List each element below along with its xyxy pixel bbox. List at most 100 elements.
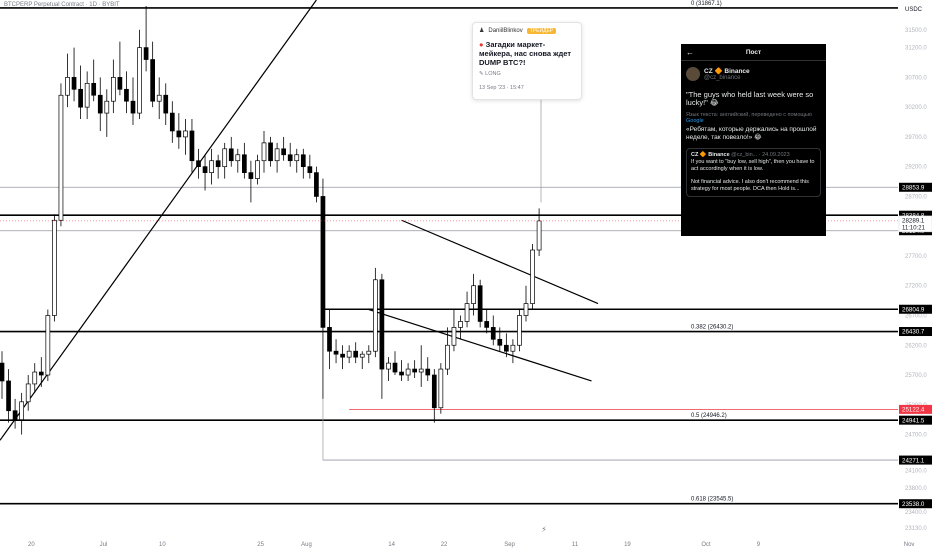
trendline — [401, 219, 599, 305]
current-price-tag-bg — [898, 215, 932, 233]
pin-icon: ● — [479, 40, 484, 49]
pencil-icon: ✎ — [479, 71, 484, 77]
candle-body — [392, 362, 398, 373]
y-tick-label: 27200.0 — [905, 284, 927, 290]
candle-body — [445, 344, 450, 370]
candle-body — [399, 371, 404, 376]
candle-body — [183, 130, 188, 138]
candle-body — [484, 321, 490, 328]
y-tick-label: 29700.0 — [905, 135, 927, 141]
candle-body — [438, 368, 444, 409]
candle-body — [228, 148, 234, 162]
lightning-icon: ⚡ — [541, 525, 547, 534]
candle-body — [38, 371, 44, 376]
translation-note: Язык текста: английский, переведено с по… — [686, 112, 812, 118]
y-tick-label: 31200.0 — [905, 46, 927, 52]
candle-body — [84, 82, 90, 108]
x-tick-label: 19 — [624, 542, 631, 548]
price-tag-bg — [899, 499, 932, 509]
x-tick-label: 20 — [28, 542, 35, 548]
candle-body — [418, 368, 424, 373]
user-icon: ♟ — [479, 28, 485, 34]
currency-label: USDC — [905, 7, 923, 13]
candle-body — [405, 368, 411, 376]
candle-body — [307, 166, 313, 173]
candle-body — [314, 172, 319, 197]
y-tick-label: 23400.0 — [905, 510, 927, 516]
candle-body — [209, 160, 214, 173]
symbol-header: BTCPERP Perpetual Contract · 1D · BYBIT — [4, 2, 120, 8]
y-tick-label: 23800.0 — [905, 486, 927, 492]
candle-body — [353, 350, 359, 358]
candle-body — [143, 47, 149, 60]
idea-title[interactable]: ● Загадки маркет-мейкера, нас снова ждет… — [479, 40, 575, 67]
fib-label: 0.618 (23545.5) — [691, 496, 733, 502]
candle-body — [517, 315, 522, 346]
y-tick-label: 29200.0 — [905, 165, 927, 171]
trendline — [368, 308, 592, 382]
idea-author[interactable]: DaniilBlinkov — [488, 27, 523, 34]
candle-body — [431, 374, 437, 409]
candle-body — [189, 130, 195, 162]
tweet-handle[interactable]: @cz_binance — [704, 75, 741, 81]
back-arrow-icon[interactable]: ← — [686, 47, 694, 57]
candle-body — [130, 100, 136, 114]
candle-body — [261, 142, 267, 162]
price-tag-label: 24271.1 — [902, 457, 925, 464]
y-tick-label: 27700.0 — [905, 254, 927, 260]
idea-tag-text: LONG — [485, 71, 501, 77]
candle-body — [346, 350, 352, 358]
candle-body — [45, 315, 51, 376]
candle-body — [379, 279, 385, 370]
tweet-panel[interactable]: ← Пост CZ 🔶 Binance @cz_binance "The guy… — [681, 44, 826, 236]
x-tick-label: Aug — [301, 542, 312, 548]
candle-body — [32, 371, 38, 385]
candle-body — [71, 77, 77, 90]
candle-body — [215, 160, 221, 168]
candle-body — [78, 88, 83, 108]
candle-body — [287, 154, 293, 162]
tweet-text: "The guys who held last week were so luc… — [686, 90, 814, 107]
price-tag-label: 25122.4 — [902, 407, 925, 414]
tweet-author[interactable]: CZ 🔶 Binance — [704, 68, 750, 75]
y-tick-label: 24700.0 — [905, 433, 927, 439]
trendline-extension — [0, 437, 3, 441]
x-tick-label: 14 — [388, 542, 395, 548]
candle-body — [255, 160, 260, 179]
y-tick-label: 23130.0 — [905, 526, 927, 532]
candle-body — [458, 321, 463, 328]
candle-body — [117, 77, 123, 90]
idea-card[interactable]: ♟ DaniilBlinkov ТРЕЙДЕР ● Загадки маркет… — [472, 22, 582, 100]
candle-body — [235, 154, 241, 162]
price-tag-bg — [899, 182, 932, 192]
tweet-user[interactable]: CZ 🔶 Binance @cz_binance — [681, 61, 826, 83]
price-tag-bg — [899, 210, 932, 220]
y-tick-label: 31500.0 — [905, 28, 927, 34]
candle-body — [110, 77, 116, 102]
quoted-tweet[interactable]: CZ 🔶 Binance @cz_bin... · 24.09.2023 If … — [686, 148, 821, 197]
idea-author-row: ♟ DaniilBlinkov ТРЕЙДЕР — [479, 27, 575, 34]
translated-text: «Ребятам, которые держались на прошлой н… — [686, 126, 817, 141]
candle-body — [176, 130, 182, 138]
current-price-label: 28289.1 — [902, 218, 925, 225]
candle-body — [300, 154, 306, 168]
candle-body — [202, 166, 208, 173]
candle-body — [536, 220, 542, 251]
candle-body — [327, 327, 332, 352]
price-tag-bg — [899, 415, 932, 425]
avatar[interactable] — [686, 67, 700, 81]
idea-date: 13 Sep '23 · 15:47 — [479, 85, 524, 91]
candle-body — [169, 112, 175, 132]
quote-meta: @cz_bin... · 24.09.2023 — [731, 152, 790, 158]
idea-tag: ✎ LONG — [479, 71, 575, 77]
y-tick-label: 28700.0 — [905, 194, 927, 200]
candle-body — [451, 327, 457, 346]
candle-body — [6, 380, 11, 412]
candle-body — [19, 401, 24, 421]
x-tick-label: Oct — [701, 542, 711, 548]
candle-body — [359, 353, 365, 358]
candle-body — [274, 148, 280, 162]
translator-link[interactable]: Google — [686, 118, 704, 124]
price-tag-label: 28853.9 — [902, 184, 925, 191]
